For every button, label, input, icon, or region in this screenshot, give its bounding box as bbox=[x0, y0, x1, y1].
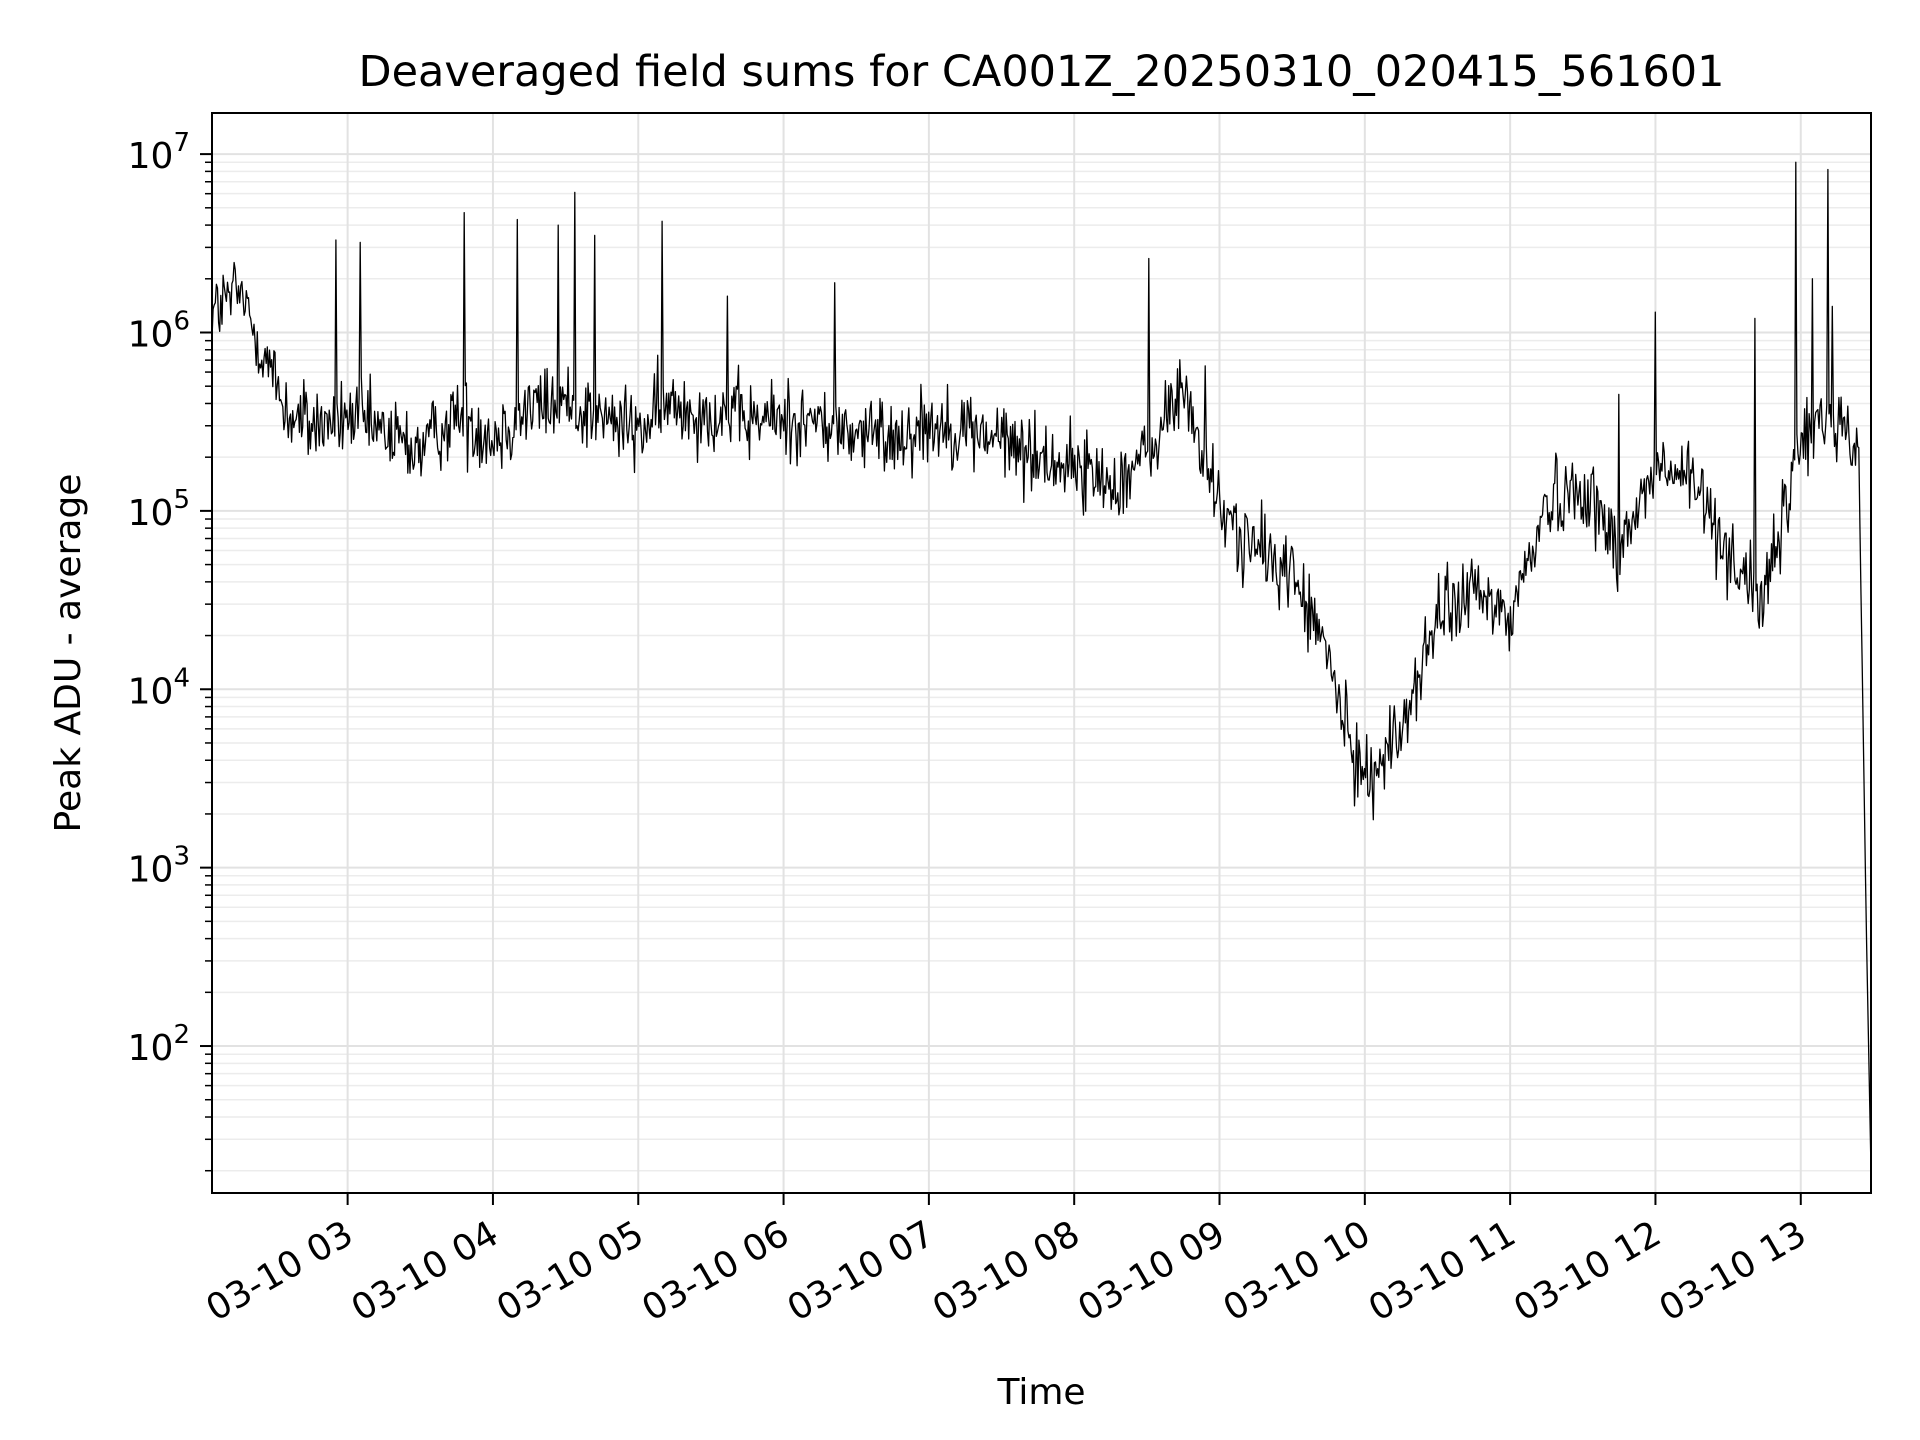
plot-frame bbox=[211, 112, 1872, 1194]
x-tick-label: 03-10 12 bbox=[1507, 1213, 1668, 1329]
x-tick-label: 03-10 08 bbox=[926, 1213, 1087, 1329]
x-tick-label: 03-10 10 bbox=[1217, 1213, 1378, 1329]
x-axis-label: Time bbox=[996, 1372, 1085, 1413]
y-tick-label: 105 bbox=[128, 485, 190, 534]
x-tick-label: 03-10 06 bbox=[635, 1213, 796, 1329]
chart-title: Deaveraged field sums for CA001Z_2025031… bbox=[358, 47, 1724, 97]
x-tick-label: 03-10 09 bbox=[1071, 1213, 1232, 1329]
data-series bbox=[212, 161, 1871, 1171]
grid bbox=[212, 113, 1871, 1193]
y-tick-label: 103 bbox=[128, 842, 190, 891]
series-line bbox=[212, 161, 1871, 1171]
y-tick-label: 104 bbox=[128, 663, 190, 712]
y-tick-label: 102 bbox=[128, 1020, 190, 1069]
y-tick-label: 107 bbox=[128, 128, 190, 177]
x-tick-label: 03-10 04 bbox=[345, 1213, 506, 1329]
x-tick-label: 03-10 11 bbox=[1362, 1213, 1523, 1329]
x-tick-label: 03-10 13 bbox=[1653, 1213, 1814, 1329]
x-tick-label: 03-10 05 bbox=[490, 1213, 651, 1329]
x-tick-label: 03-10 07 bbox=[781, 1213, 942, 1329]
y-tick-label: 106 bbox=[128, 306, 190, 355]
x-tick-label: 03-10 03 bbox=[199, 1213, 360, 1329]
y-axis-label: Peak ADU - average bbox=[48, 474, 89, 833]
